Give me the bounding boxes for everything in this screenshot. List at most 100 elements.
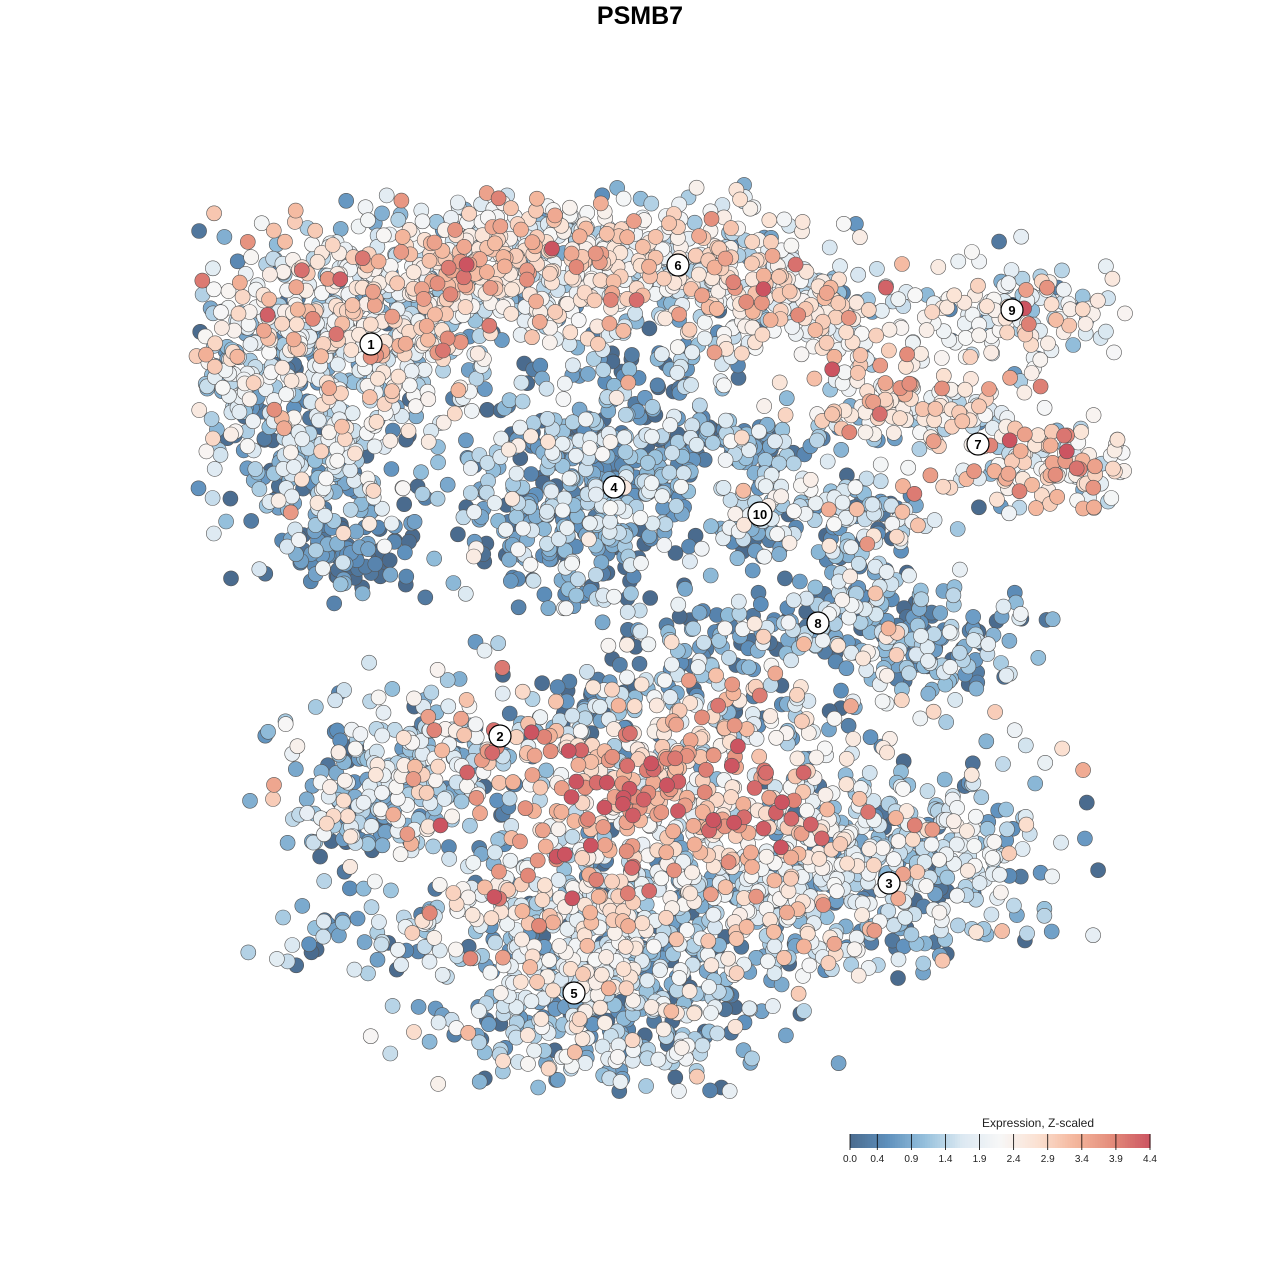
cell-point (316, 873, 333, 889)
cell-point (840, 717, 857, 734)
cell-point (834, 592, 851, 608)
cell-point (945, 813, 962, 830)
cell-point (892, 410, 908, 427)
cell-point (699, 421, 716, 438)
cell-point (462, 817, 478, 834)
cell-point (650, 1051, 667, 1068)
cell-point (606, 588, 622, 605)
cell-point (381, 552, 398, 569)
cell-point (483, 910, 500, 927)
cell-point (347, 740, 364, 757)
cell-point (441, 851, 458, 867)
cell-point (480, 1016, 497, 1032)
cell-point (847, 479, 864, 496)
cell-point (558, 600, 574, 617)
cell-point (430, 758, 446, 775)
cell-point (1036, 399, 1053, 416)
cell-point (1001, 632, 1018, 649)
cell-point (335, 525, 352, 541)
cell-point (950, 917, 966, 934)
cell-point (545, 982, 561, 999)
cell-point (931, 904, 948, 921)
cell-point (807, 579, 824, 596)
cell-point (420, 391, 437, 408)
cell-point (885, 425, 902, 441)
cell-point (406, 1024, 422, 1040)
cell-point (1036, 907, 1053, 924)
cell-point (367, 556, 384, 572)
chart-title: PSMB7 (596, 2, 684, 30)
cell-point (709, 1025, 726, 1042)
cell-point (366, 873, 383, 890)
cell-point (1098, 323, 1114, 340)
cell-point (626, 698, 643, 715)
cell-point (970, 277, 986, 294)
cell-point (971, 499, 987, 516)
cell-point (222, 490, 239, 507)
cell-point (664, 656, 680, 673)
cell-point (998, 667, 1015, 684)
cell-point (562, 324, 579, 341)
cell-point (643, 195, 660, 212)
cell-point (645, 938, 662, 955)
cell-point (785, 592, 802, 609)
cell-point (418, 784, 435, 801)
cell-point (624, 347, 640, 363)
cell-point (642, 590, 659, 606)
cell-point (667, 1069, 684, 1086)
cell-point (389, 275, 406, 292)
cell-point (463, 403, 480, 419)
cell-point (550, 531, 567, 547)
cell-point (832, 258, 848, 275)
cell-point (686, 1005, 703, 1022)
cell-point (766, 965, 783, 982)
cell-point (752, 596, 769, 613)
cell-point (291, 532, 307, 548)
cell-point (512, 974, 529, 990)
cell-point (617, 938, 634, 955)
cell-point (240, 944, 257, 961)
cell-point (487, 844, 503, 861)
cell-point (842, 568, 858, 585)
cell-point (808, 749, 825, 766)
cell-point (346, 961, 363, 978)
cell-point (1037, 754, 1053, 771)
cell-point (968, 924, 985, 940)
cell-point (890, 291, 907, 308)
cell-point (669, 339, 686, 356)
cell-point (925, 703, 942, 720)
cell-point (431, 877, 448, 893)
cell-point (1018, 816, 1035, 833)
cell-point (538, 762, 555, 779)
cell-point (602, 513, 618, 530)
cell-point (838, 750, 855, 767)
cell-point (890, 970, 906, 986)
cell-point (525, 572, 542, 589)
cell-point (652, 962, 668, 979)
cell-point (349, 910, 366, 927)
cell-point (245, 375, 262, 391)
cell-point (627, 305, 643, 322)
cell-point (536, 877, 553, 894)
cell-point (919, 783, 936, 799)
cell-point (1085, 407, 1102, 423)
cell-point (691, 604, 708, 621)
cell-point (909, 864, 926, 880)
cell-point (556, 375, 573, 392)
cell-point (971, 398, 987, 415)
cell-point (653, 870, 670, 887)
cell-point (477, 381, 493, 397)
cell-point (550, 872, 567, 888)
cell-point (733, 429, 750, 446)
cell-point (897, 909, 914, 926)
cell-point (501, 790, 518, 807)
cell-point (307, 222, 324, 239)
cell-point (383, 461, 400, 477)
cell-point (338, 193, 355, 209)
cell-point (342, 462, 359, 479)
cell-point (590, 336, 606, 352)
cell-point (510, 541, 527, 558)
cell-point (826, 710, 843, 727)
cell-point (833, 682, 849, 699)
cell-point (744, 234, 761, 250)
